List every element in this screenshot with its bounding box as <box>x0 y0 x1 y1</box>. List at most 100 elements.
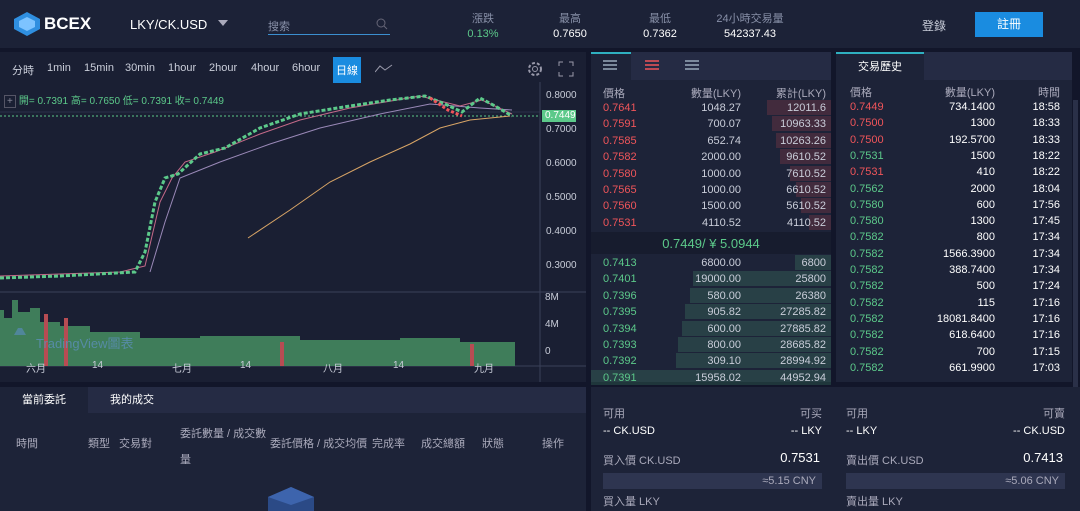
interval-button[interactable]: 分時 <box>12 65 34 77</box>
can-label: 可买 <box>800 408 822 420</box>
book-price[interactable]: 0.7641 <box>603 102 637 114</box>
orders-tab[interactable]: 我的成交 <box>110 394 154 406</box>
book-amount[interactable]: 1500.00 <box>701 200 741 213</box>
login-link[interactable]: 登錄 <box>922 19 947 33</box>
depth-bar <box>766 100 831 115</box>
book-price[interactable]: 0.7585 <box>603 134 637 147</box>
history-time: 17:03 <box>1032 361 1060 374</box>
book-amount[interactable]: 6800.00 <box>701 257 741 269</box>
book-total[interactable]: 9610.52 <box>786 151 826 164</box>
price-value: 0.7531 <box>780 450 820 465</box>
history-amount: 800 <box>976 231 995 244</box>
book-total[interactable]: 26380 <box>795 289 826 302</box>
orders-tab[interactable]: 當前委託 <box>0 387 88 413</box>
interval-button[interactable]: 1min <box>47 62 71 74</box>
interval-button[interactable]: 日線 <box>333 57 361 83</box>
book-total[interactable]: 5610.52 <box>786 200 826 213</box>
logo: BCEX <box>44 14 92 33</box>
book-total[interactable]: 44952.94 <box>780 371 826 384</box>
history-tab[interactable]: 交易歷史 <box>836 52 924 80</box>
history-time: 18:33 <box>1032 117 1060 130</box>
book-amount[interactable]: 4110.52 <box>702 216 741 229</box>
book-amount[interactable]: 905.82 <box>707 306 741 319</box>
book-tab-all[interactable] <box>591 52 631 80</box>
interval-button[interactable]: 15min <box>84 62 114 74</box>
pair[interactable]: LKY/CK.USD <box>130 17 208 32</box>
book-total[interactable]: 27285.82 <box>780 306 826 319</box>
book-amount[interactable]: 800.00 <box>707 339 741 351</box>
interval-button[interactable]: 2hour <box>209 62 238 74</box>
interval-button[interactable]: 6hour <box>292 62 321 74</box>
interval-button[interactable]: 4hour <box>251 62 280 74</box>
fullscreen-icon[interactable] <box>558 61 574 77</box>
book-price[interactable]: 0.7391 <box>603 371 637 384</box>
book-price[interactable]: 0.7393 <box>603 339 637 351</box>
price-input[interactable] <box>846 445 1065 469</box>
balance: -- CK.USD <box>603 425 655 437</box>
book-amount[interactable]: 15958.02 <box>695 371 741 384</box>
book-amount[interactable]: 1048.27 <box>701 102 741 114</box>
book-amount[interactable]: 1000.00 <box>701 167 741 180</box>
book-amount[interactable]: 309.10 <box>707 355 741 368</box>
book-amount[interactable]: 700.07 <box>707 118 741 131</box>
book-amount[interactable]: 1000.00 <box>701 184 741 196</box>
time-axis-label: 七月 <box>172 364 192 375</box>
book-total[interactable]: 7610.52 <box>786 167 826 180</box>
history-time: 17:16 <box>1032 296 1060 309</box>
book-price[interactable]: 0.7413 <box>603 257 637 269</box>
interval-button[interactable]: 1hour <box>168 62 197 74</box>
book-price[interactable]: 0.7580 <box>603 167 637 180</box>
history-time: 18:33 <box>1032 133 1060 146</box>
book-total[interactable]: 10263.26 <box>780 134 826 147</box>
book-amount[interactable]: 19000.00 <box>695 273 741 286</box>
history-price: 0.7562 <box>850 182 884 195</box>
history-price: 0.7582 <box>850 361 884 374</box>
book-price[interactable]: 0.7565 <box>603 184 637 196</box>
book-amount[interactable]: 2000.00 <box>701 151 741 164</box>
indicator-icon[interactable] <box>375 64 393 74</box>
book-total[interactable]: 28685.82 <box>780 339 826 351</box>
book-total[interactable]: 28994.92 <box>780 355 826 368</box>
history-time: 17:24 <box>1032 280 1060 293</box>
history-time: 17:34 <box>1032 247 1060 260</box>
history-price: 0.7580 <box>850 198 884 211</box>
register-button[interactable]: 註冊 <box>975 12 1043 37</box>
book-price[interactable]: 0.7582 <box>603 151 637 164</box>
book-price[interactable]: 0.7396 <box>603 289 637 302</box>
interval-button[interactable]: 30min <box>125 62 155 74</box>
price-input[interactable] <box>603 445 822 469</box>
book-total[interactable]: 6800 <box>801 257 826 269</box>
history-amount: 1300 <box>970 215 995 228</box>
book-price[interactable]: 0.7531 <box>603 216 637 229</box>
search-placeholder: 搜索 <box>268 21 290 33</box>
book-amount[interactable]: 580.00 <box>707 289 741 302</box>
book-price[interactable]: 0.7560 <box>603 200 637 213</box>
depth-bar <box>676 353 831 369</box>
book-total[interactable]: 27885.82 <box>780 322 826 335</box>
book-price[interactable]: 0.7591 <box>603 118 637 131</box>
history-header: 價格 <box>850 87 872 99</box>
book-price[interactable]: 0.7392 <box>603 355 637 368</box>
book-total[interactable]: 12011.6 <box>787 102 826 114</box>
book-price[interactable]: 0.7394 <box>603 322 637 335</box>
book-total[interactable]: 4110.52 <box>787 216 826 229</box>
search-input[interactable]: 搜索 <box>268 16 390 35</box>
stat-label: 24小時交易量 <box>716 13 784 25</box>
dropdown-arrow[interactable] <box>218 20 228 27</box>
book-price[interactable]: 0.7395 <box>603 306 637 319</box>
time-axis-label: 14 <box>393 360 405 371</box>
history-time: 17:34 <box>1032 231 1060 244</box>
book-amount[interactable]: 600.00 <box>707 322 741 335</box>
book-total[interactable]: 10963.33 <box>780 118 826 131</box>
book-amount[interactable]: 652.74 <box>707 134 741 147</box>
depth-bar <box>690 287 831 303</box>
history-price: 0.7531 <box>850 166 884 179</box>
book-total[interactable]: 25800 <box>795 273 826 286</box>
settings-icon[interactable] <box>526 60 544 78</box>
watermark: TradingView圖表 <box>36 336 134 351</box>
history-price: 0.7582 <box>850 264 884 276</box>
book-price[interactable]: 0.7401 <box>603 273 637 286</box>
depth-bar <box>809 214 831 230</box>
book-total[interactable]: 6610.52 <box>786 184 826 196</box>
